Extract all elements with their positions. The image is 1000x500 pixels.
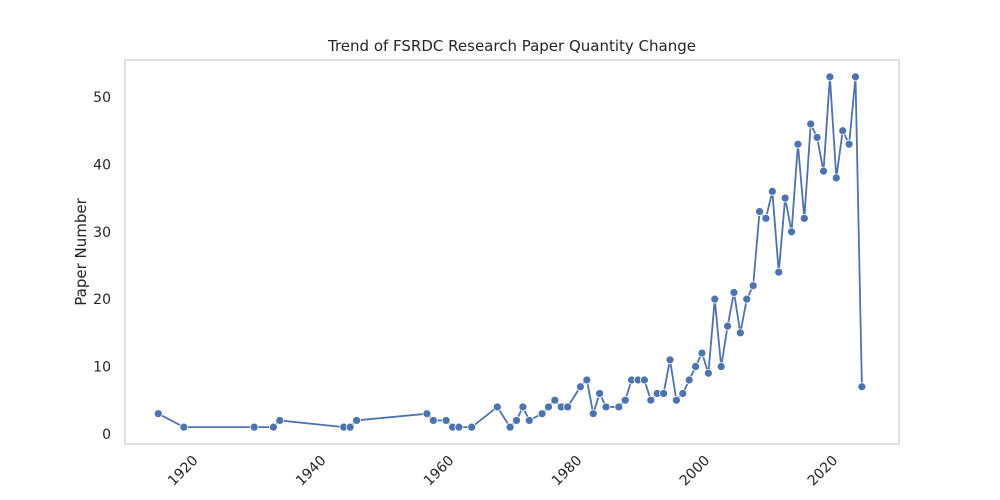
- data-point: [787, 227, 796, 237]
- data-point: [518, 402, 528, 412]
- data-point: [582, 375, 592, 385]
- y-axis-label: Paper Number: [72, 197, 90, 305]
- data-line: [157, 76, 863, 429]
- data-point: [729, 288, 739, 297]
- data-point: [620, 395, 630, 405]
- y-tick-label: 40: [93, 157, 111, 173]
- x-tick-label: 1960: [421, 453, 458, 490]
- data-point: [454, 422, 464, 432]
- data-point: [544, 402, 553, 412]
- data-point: [646, 395, 656, 405]
- data-point: [819, 166, 828, 176]
- data-point: [793, 139, 803, 149]
- data-point: [576, 382, 585, 392]
- chart-title: Trend of FSRDC Research Paper Quantity C…: [327, 37, 696, 55]
- data-point: [748, 281, 758, 291]
- data-point: [812, 133, 822, 142]
- data-point: [742, 294, 752, 304]
- data-point: [563, 402, 573, 412]
- data-point: [767, 186, 777, 196]
- data-point: [838, 126, 848, 136]
- data-point: [512, 416, 521, 425]
- data-point: [735, 328, 745, 338]
- data-point: [467, 422, 477, 432]
- data-point: [428, 416, 438, 425]
- data-point: [697, 348, 707, 358]
- data-point: [524, 416, 534, 425]
- data-point: [352, 416, 361, 425]
- x-tick-label: 1980: [549, 453, 586, 490]
- data-point: [825, 72, 835, 82]
- data-point: [671, 395, 681, 405]
- data-point: [550, 395, 560, 405]
- data-point: [780, 193, 790, 203]
- data-point: [831, 173, 841, 183]
- data-point: [614, 402, 624, 412]
- y-tick-label: 50: [93, 90, 111, 106]
- data-point: [588, 409, 598, 419]
- data-point: [806, 119, 816, 129]
- x-tick-label: 2000: [677, 453, 714, 490]
- data-point: [684, 375, 694, 385]
- data-point: [640, 375, 649, 385]
- data-point: [844, 139, 854, 149]
- data-point: [659, 389, 669, 398]
- x-tick-label: 2020: [805, 453, 842, 490]
- data-point: [269, 422, 278, 432]
- data-point: [492, 402, 502, 412]
- data-point: [537, 409, 547, 419]
- data-point: [153, 409, 163, 419]
- data-point: [665, 355, 675, 365]
- data-point: [422, 409, 432, 419]
- y-tick-label: 0: [102, 427, 111, 443]
- data-point: [678, 389, 688, 398]
- data-point: [799, 213, 809, 223]
- data-point: [710, 294, 720, 304]
- data-point: [703, 368, 713, 378]
- data-point: [755, 207, 764, 216]
- data-point: [723, 321, 732, 331]
- data-point: [761, 213, 771, 223]
- data-point: [774, 267, 784, 277]
- plot-frame: [124, 59, 900, 445]
- data-point: [505, 422, 515, 432]
- data-point: [179, 422, 189, 432]
- data-point: [275, 416, 285, 425]
- data-point: [601, 402, 611, 412]
- data-point: [691, 362, 700, 371]
- data-point: [716, 362, 726, 371]
- data-point: [851, 72, 860, 82]
- data-point: [345, 422, 355, 432]
- x-tick-label: 1940: [293, 453, 330, 490]
- y-tick-label: 10: [93, 360, 111, 376]
- x-tick-label: 1920: [165, 453, 202, 490]
- data-point: [249, 422, 259, 432]
- data-point: [595, 389, 605, 398]
- data-point: [857, 382, 867, 392]
- y-tick-label: 30: [93, 225, 111, 241]
- x-axis-label: Year: [495, 498, 529, 500]
- data-point: [441, 416, 451, 425]
- y-tick-label: 20: [93, 292, 111, 308]
